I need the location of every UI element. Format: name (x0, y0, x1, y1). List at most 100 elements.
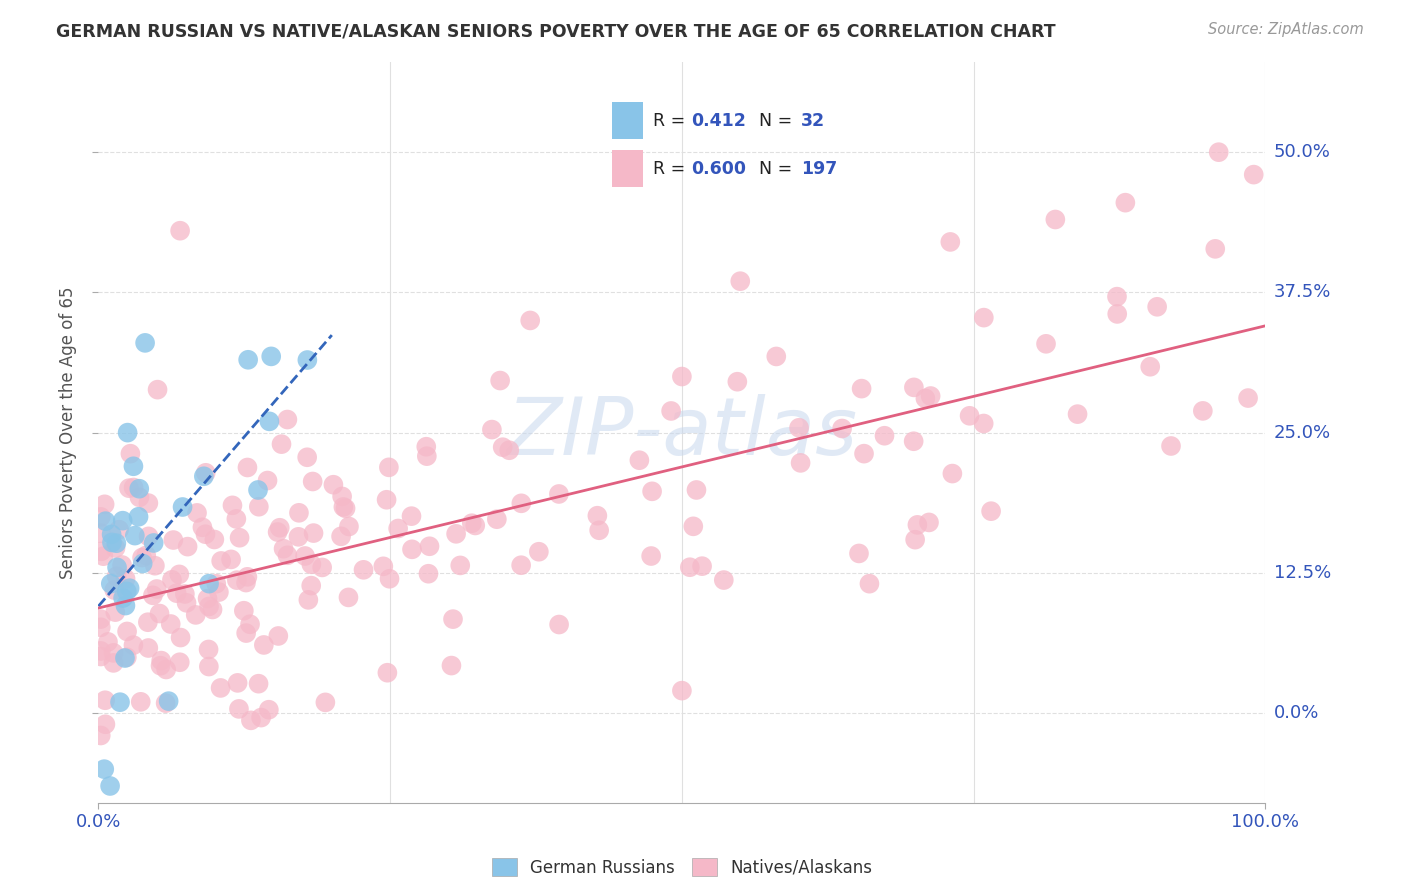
Point (415, 440, 437, 454)
Point (510, 496, 533, 510)
Point (401, 509, 423, 524)
Point (519, 313, 541, 327)
Point (90, 649, 112, 664)
Point (138, 496, 160, 510)
Point (377, 665, 399, 680)
Point (108, 695, 131, 709)
Point (104, 541, 127, 555)
Point (157, 694, 180, 708)
Point (730, 274, 752, 288)
Point (725, 375, 748, 389)
Point (588, 523, 610, 537)
Point (145, 582, 167, 596)
Point (94, 693, 117, 707)
Point (90, 644, 112, 658)
Point (787, 421, 810, 435)
Point (90, 509, 112, 524)
Point (485, 512, 508, 526)
Point (322, 477, 344, 491)
Point (297, 592, 319, 607)
Point (853, 447, 876, 461)
Point (105, 569, 128, 583)
Point (134, 335, 156, 350)
Text: N =: N = (759, 112, 799, 130)
Point (690, 559, 713, 574)
Point (122, 638, 145, 652)
Point (247, 483, 270, 497)
Point (789, 456, 811, 470)
Point (679, 560, 702, 574)
Point (294, 549, 316, 563)
Point (1160, 439, 1182, 453)
Point (449, 558, 471, 573)
Point (387, 521, 409, 535)
Point (120, 447, 142, 461)
Point (297, 353, 319, 368)
Point (201, 602, 224, 616)
Text: 0.0%: 0.0% (1274, 704, 1319, 722)
Point (184, 607, 207, 622)
Point (104, 605, 127, 619)
Point (980, 504, 1002, 518)
Point (628, 453, 651, 467)
Point (193, 469, 215, 483)
Point (973, 310, 995, 325)
Point (160, 573, 183, 587)
Point (94, 717, 117, 731)
Point (169, 224, 191, 238)
Point (228, 531, 250, 545)
Point (105, 536, 128, 550)
Point (527, 545, 550, 559)
Point (1114, 195, 1136, 210)
Point (903, 434, 925, 449)
FancyBboxPatch shape (613, 103, 644, 139)
Point (266, 524, 288, 539)
Text: 25.0%: 25.0% (1274, 424, 1331, 442)
Point (903, 380, 925, 394)
Point (146, 383, 169, 397)
Point (375, 492, 398, 507)
Point (197, 591, 219, 606)
Y-axis label: Seniors Poverty Over the Age of 65: Seniors Poverty Over the Age of 65 (59, 286, 77, 579)
Point (97, 635, 120, 649)
Text: N =: N = (759, 160, 799, 178)
Point (232, 604, 254, 618)
Point (918, 516, 941, 530)
Point (418, 539, 440, 553)
Point (682, 519, 704, 533)
Point (299, 579, 322, 593)
Point (114, 651, 136, 665)
Point (353, 563, 375, 577)
Point (93, 549, 115, 564)
Point (418, 566, 440, 581)
Point (337, 591, 360, 605)
Point (202, 533, 225, 547)
Point (159, 617, 181, 632)
Point (194, 527, 217, 541)
Point (205, 576, 228, 591)
Point (128, 482, 150, 496)
Point (103, 582, 125, 597)
Point (128, 509, 150, 524)
Text: 197: 197 (801, 160, 837, 178)
Point (209, 554, 232, 568)
Point (713, 573, 735, 587)
Point (273, 541, 295, 556)
Text: 32: 32 (801, 112, 825, 130)
Point (498, 443, 520, 458)
Point (416, 449, 439, 463)
Text: R =: R = (652, 112, 690, 130)
Point (973, 417, 995, 431)
Point (117, 425, 139, 440)
Point (330, 489, 353, 503)
Point (148, 607, 170, 621)
Point (149, 658, 172, 673)
Point (441, 612, 464, 626)
Point (122, 481, 145, 495)
Point (314, 695, 336, 709)
Point (169, 655, 191, 669)
Point (461, 516, 484, 531)
Point (256, 474, 278, 488)
Point (93, 762, 115, 776)
Point (98, 779, 121, 793)
